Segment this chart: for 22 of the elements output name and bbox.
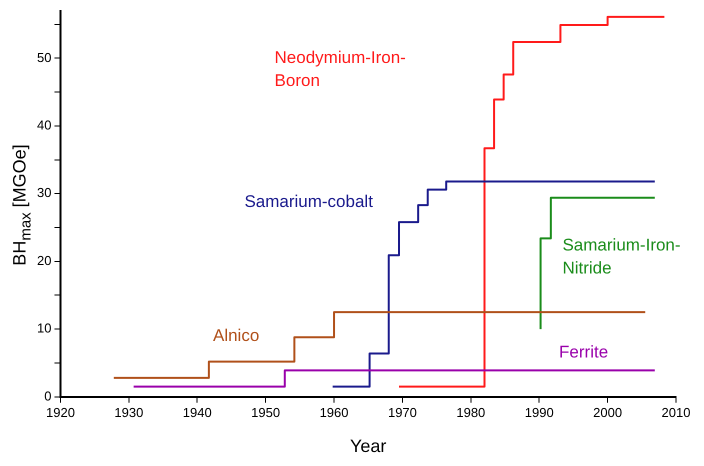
x-tick-label: 1930	[114, 405, 144, 420]
series-label: Alnico	[212, 326, 260, 346]
y-tick-label: 10	[36, 320, 52, 336]
x-tick-label: 1960	[320, 405, 348, 420]
y-tick-label: 20	[36, 252, 52, 268]
series-label: Ferrite	[559, 342, 608, 362]
x-tick-label: 1950	[251, 405, 280, 420]
text: Neodymium-Iron-Boron	[274, 48, 406, 90]
y-tick-label: 40	[36, 118, 52, 132]
x-tick-label: 1920	[46, 405, 75, 420]
x-tick-label: 2010	[662, 405, 690, 420]
x-tick-label: 1980	[456, 405, 486, 420]
x-tick-label: 1970	[388, 405, 417, 420]
series-label: Samarium-Iron-Nitride	[562, 235, 681, 278]
series-label: Samarium-cobalt	[244, 192, 374, 212]
y-tick-label: 0	[44, 388, 52, 404]
x-axis-title: Year	[350, 436, 386, 456]
x-tick-label: 1940	[182, 405, 212, 420]
y-tick-label: 30	[36, 185, 52, 200]
x-tick-label: 1990	[524, 405, 554, 420]
y-tick-label: 50	[36, 50, 52, 65]
x-tick-label: 2000	[593, 405, 622, 420]
